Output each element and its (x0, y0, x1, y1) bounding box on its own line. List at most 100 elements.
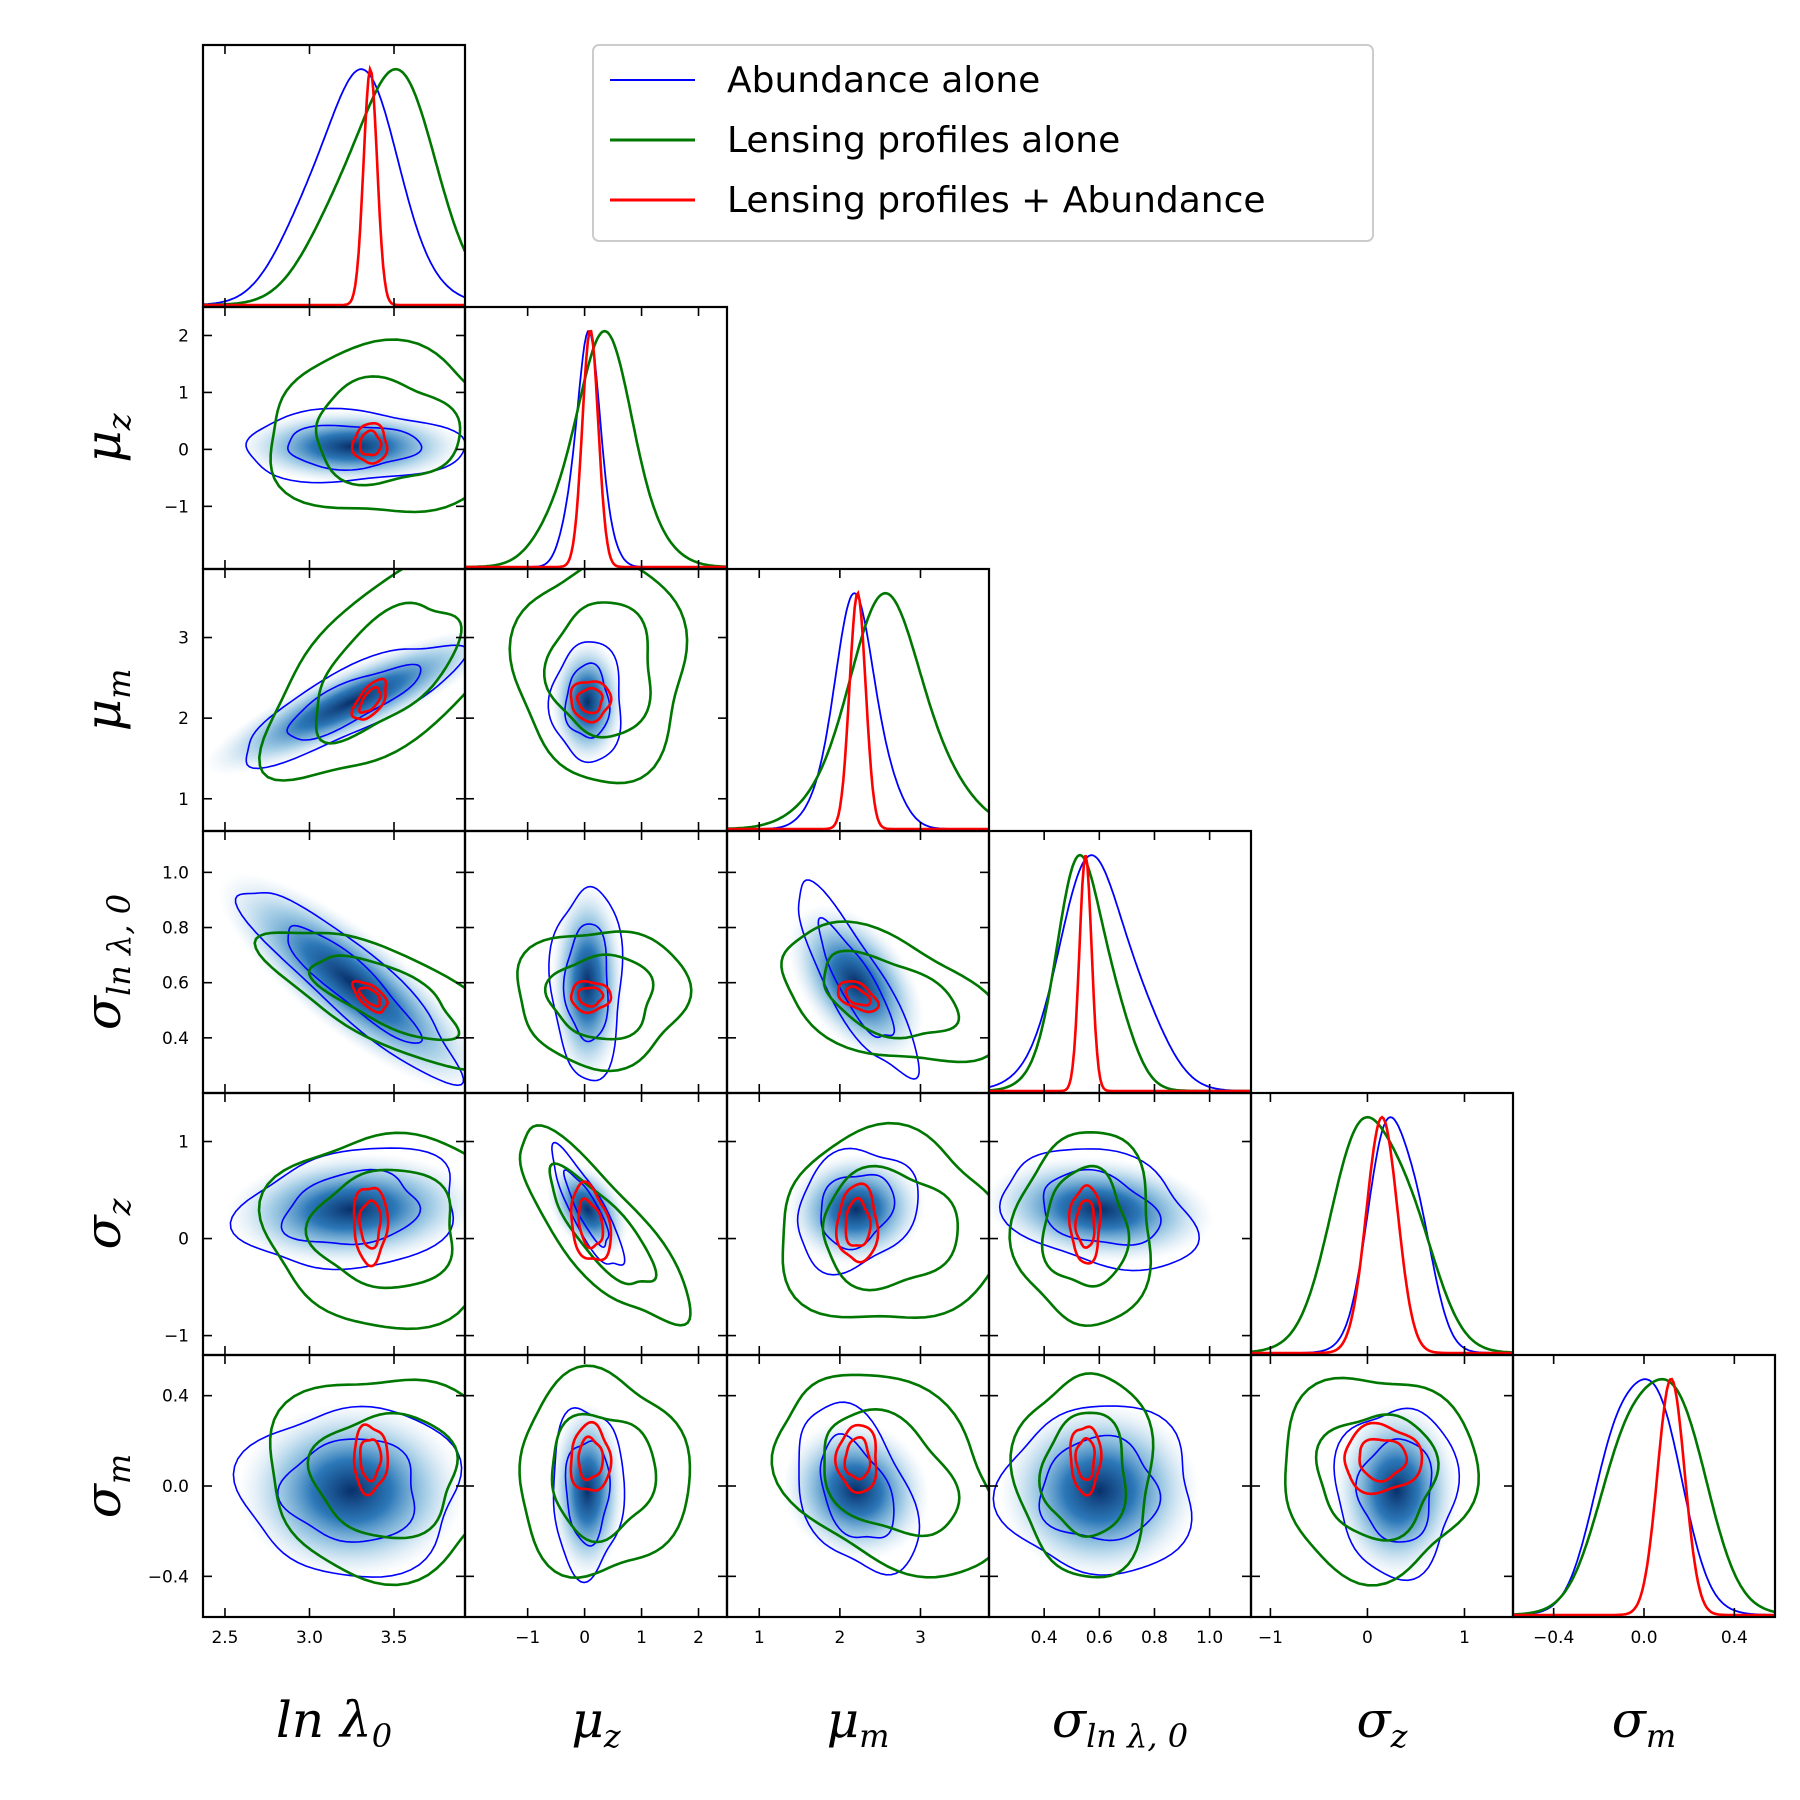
marginal-lensing-profiles-alone (203, 67, 465, 307)
contour-lensing-profiles-abundance-68 (1358, 1437, 1409, 1483)
contour-lensing-profiles-abundance-95 (350, 422, 389, 465)
density-shading (786, 1153, 926, 1266)
contour-lensing-profiles-alone-68 (822, 949, 961, 1040)
contour-abundance-alone-95 (797, 879, 920, 1080)
contour-lensing-profiles-alone-95 (518, 1124, 692, 1327)
contour-lensing-profiles-abundance-95 (569, 1420, 613, 1492)
axis-label: σln λ, 0 (1052, 1691, 1188, 1755)
marginal-lensing-profiles-abundance (1513, 1377, 1775, 1617)
y-tick-label: 1 (178, 790, 189, 810)
axis-label: μm (74, 669, 138, 732)
x-tick-label: 0.0 (1630, 1628, 1657, 1648)
contour-lensing-profiles-abundance-95 (350, 677, 388, 721)
panel-frame (463, 305, 729, 571)
y-tick-label: 1 (178, 1133, 189, 1153)
marginal-lensing-profiles-alone (1251, 1115, 1513, 1354)
contour-lensing-profiles-alone-95 (1009, 1372, 1155, 1579)
panel-0-0 (201, 43, 467, 309)
y-tick-label: −1 (164, 497, 189, 517)
x-tick-label: 3.5 (380, 1628, 407, 1648)
marginal-lensing-profiles-abundance (203, 64, 465, 307)
contour-lensing-profiles-abundance-95 (569, 980, 613, 1015)
contour-lensing-profiles-abundance-95 (835, 1182, 880, 1264)
panel-1-3 (463, 829, 729, 1095)
contour-lensing-profiles-alone-68 (307, 954, 461, 1042)
marginal-lensing-profiles-alone (727, 591, 989, 830)
legend: Abundance alone Lensing profiles alone L… (592, 44, 1374, 242)
axis-label: μz (571, 1691, 622, 1755)
x-tick-label: 1 (754, 1628, 765, 1648)
panel-2-2 (725, 567, 991, 833)
contour-lensing-profiles-abundance-68 (357, 1199, 382, 1250)
panel-0-4: −1 0 1 (164, 1091, 467, 1357)
y-tick-label: 2 (178, 326, 189, 346)
contour-abundance-alone-95 (229, 1147, 455, 1271)
panel-0-3: 0.4 0.6 0.8 1.0 (162, 829, 467, 1095)
panel-5-5: −0.4 0.0 0.4 (1511, 1353, 1777, 1648)
contour-lensing-profiles-alone-95 (780, 920, 989, 1064)
contour-lensing-profiles-abundance-68 (359, 429, 383, 457)
contour-lensing-profiles-alone-68 (821, 1164, 959, 1292)
legend-label-lensing: Lensing profiles alone (727, 120, 1120, 161)
x-tick-label: 3.0 (296, 1628, 323, 1648)
panel-0-1: −1 0 1 2 (164, 305, 467, 571)
axis-label: σz (1357, 1691, 1409, 1755)
marginal-lensing-profiles-alone (1513, 1377, 1775, 1616)
marginal-abundance-alone (1251, 1116, 1513, 1354)
y-tick-label: −0.4 (148, 1567, 189, 1587)
panel-2-3 (725, 829, 991, 1095)
axis-label: μm (827, 1691, 890, 1755)
contour-lensing-profiles-alone-68 (823, 1407, 961, 1538)
y-tick-label: 0.8 (162, 919, 189, 939)
contour-abundance-alone-95 (548, 885, 624, 1082)
contour-lensing-profiles-abundance-95 (352, 1186, 390, 1268)
density-shading (550, 1402, 625, 1579)
x-tick-label: 0.4 (1721, 1628, 1748, 1648)
contour-lensing-profiles-alone-95 (1283, 1376, 1481, 1587)
y-tick-label: 2 (178, 709, 189, 729)
marginal-lensing-profiles-abundance (1251, 1115, 1513, 1355)
contour-lensing-profiles-alone-95 (257, 569, 465, 782)
contour-lensing-profiles-abundance-68 (577, 1197, 605, 1250)
marginal-lensing-profiles-abundance (465, 329, 727, 569)
y-tick-label: −1 (164, 1327, 189, 1347)
marginal-abundance-alone (989, 854, 1251, 1092)
contour-abundance-alone-95 (234, 892, 465, 1087)
contour-lensing-profiles-abundance-68 (1073, 1199, 1096, 1249)
contour-abundance-alone-68 (820, 1173, 896, 1251)
contour-lensing-profiles-alone-68 (550, 1412, 658, 1544)
marginal-lensing-profiles-alone (989, 853, 1251, 1093)
x-tick-label: 0.6 (1086, 1628, 1113, 1648)
contour-lensing-profiles-abundance-95 (1343, 1421, 1424, 1496)
x-tick-label: 1.0 (1196, 1628, 1223, 1648)
y-tick-label: 0 (178, 1230, 189, 1250)
contour-lensing-profiles-abundance-68 (357, 685, 383, 715)
contour-lensing-profiles-abundance-95 (836, 980, 881, 1014)
contour-abundance-alone-68 (563, 1169, 610, 1249)
contour-lensing-profiles-abundance-68 (577, 1435, 605, 1482)
contour-lensing-profiles-alone-68 (1040, 1164, 1131, 1288)
contour-lensing-profiles-alone-68 (543, 953, 655, 1041)
axis-label: ln λ0 (276, 1691, 392, 1755)
contour-lensing-profiles-alone-95 (508, 569, 689, 785)
axis-label: σm (1612, 1691, 1676, 1755)
contour-lensing-profiles-abundance-95 (569, 1180, 613, 1262)
x-tick-label: 0.4 (1031, 1628, 1058, 1648)
density-shading (546, 1162, 629, 1257)
x-tick-label: −1 (515, 1628, 540, 1648)
panel-1-2 (463, 567, 729, 833)
contour-lensing-profiles-alone-68 (314, 601, 463, 745)
panel-3-5: 0.4 0.6 0.8 1.0 (987, 1353, 1253, 1648)
x-tick-label: 2 (834, 1628, 845, 1648)
panels-layer: −1 0 1 2 1 2 3 0.4 0.6 0.8 1.0 −1 0 1 2.5 3.0 3.5 −0.4 0.0… (74, 43, 1777, 1755)
contour-abundance-alone-68 (286, 424, 423, 472)
contour-lensing-profiles-alone-95 (257, 1131, 465, 1331)
panel-0-2: 1 2 3 (178, 567, 467, 833)
contour-lensing-profiles-alone-95 (1008, 1130, 1153, 1328)
contour-abundance-alone-68 (817, 916, 896, 1039)
y-tick-label: 0.4 (162, 1029, 189, 1049)
contour-lensing-profiles-abundance-68 (577, 986, 605, 1008)
marginal-abundance-alone (727, 592, 989, 830)
panel-1-5: −1 0 1 2 (463, 1353, 729, 1648)
